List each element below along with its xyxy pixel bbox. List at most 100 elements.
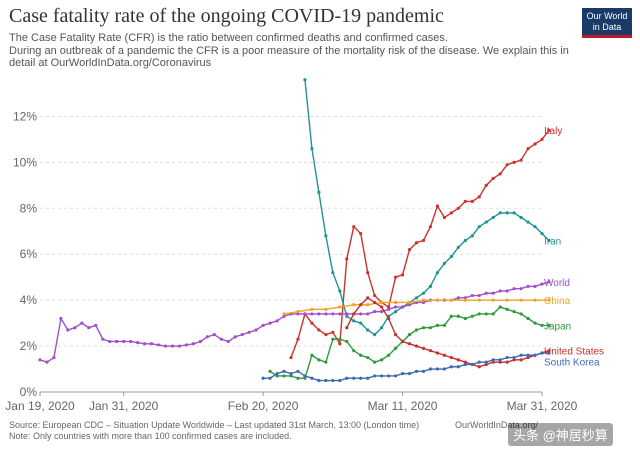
data-point [387, 305, 391, 309]
data-point [240, 332, 244, 337]
data-point [338, 337, 342, 341]
chart-title: Case fatality rate of the ongoing COVID-… [9, 5, 444, 27]
data-point [519, 158, 523, 162]
data-point [324, 332, 328, 337]
data-point [282, 369, 286, 373]
owid-logo[interactable]: Our World in Data [582, 8, 632, 38]
data-point [414, 369, 419, 373]
data-point [498, 289, 502, 293]
data-point [345, 312, 349, 316]
data-point [484, 183, 488, 187]
data-point [526, 220, 530, 224]
data-point [421, 326, 426, 330]
y-tick-label: 4% [20, 293, 38, 307]
data-point [387, 374, 391, 378]
data-point [449, 298, 453, 302]
data-point [477, 298, 481, 302]
data-point [498, 172, 502, 176]
data-point [512, 211, 516, 215]
data-point [129, 339, 133, 344]
data-point [380, 310, 384, 314]
data-point [407, 342, 412, 346]
data-point [275, 319, 279, 323]
data-point [380, 300, 384, 305]
data-point [359, 353, 363, 357]
data-point [414, 241, 419, 245]
data-point [547, 349, 551, 353]
data-point [435, 351, 440, 355]
data-point [463, 360, 467, 364]
data-point [512, 310, 516, 314]
data-point [428, 349, 433, 353]
data-point [387, 307, 391, 311]
data-point [442, 323, 446, 328]
data-point [526, 146, 530, 151]
data-point [66, 328, 70, 332]
data-point [282, 312, 286, 316]
data-point [484, 362, 488, 367]
data-point [317, 358, 321, 362]
data-point [296, 310, 300, 314]
data-point [380, 374, 384, 378]
source-site-link[interactable]: OurWorldInData.org/ [455, 420, 538, 430]
data-point [136, 341, 140, 345]
data-point [498, 211, 502, 215]
data-point [400, 305, 405, 309]
y-tick-label: 0% [20, 385, 38, 399]
data-point [519, 215, 523, 220]
data-point [380, 326, 384, 330]
data-point [282, 314, 286, 318]
data-point [296, 376, 300, 380]
data-point [296, 312, 300, 316]
data-point [505, 289, 509, 293]
data-point [366, 328, 370, 332]
data-point [456, 245, 460, 249]
data-point [310, 353, 314, 357]
data-point [463, 298, 467, 302]
data-point [428, 367, 433, 371]
data-point [101, 337, 105, 341]
data-point [421, 369, 426, 373]
data-point [526, 316, 530, 321]
data-point [296, 337, 300, 341]
data-point [540, 137, 544, 142]
data-point [393, 310, 398, 314]
y-tick-label: 8% [20, 201, 38, 215]
data-point [317, 190, 321, 194]
data-point [331, 330, 335, 334]
data-point [463, 238, 467, 243]
data-point [303, 78, 307, 82]
data-point [407, 303, 412, 307]
y-tick-label: 10% [13, 155, 37, 169]
data-point [421, 238, 426, 243]
data-point [296, 369, 300, 373]
data-point [212, 332, 216, 337]
data-point [184, 343, 189, 347]
data-point [512, 287, 516, 291]
data-point [498, 358, 502, 362]
data-point [156, 343, 161, 347]
chart-footer: Source: European CDC – Situation Update … [9, 420, 538, 442]
data-point [163, 344, 168, 348]
series-line [304, 79, 550, 336]
data-point [463, 199, 467, 204]
data-point [345, 257, 349, 261]
data-point [477, 312, 481, 316]
data-point [373, 300, 377, 305]
subtitle-line: During an outbreak of a pandemic the CFR… [9, 44, 569, 57]
line-chart: 0% 2% 4% 6% 8% 10% 12% Jan 19, 2020 Jan 31, 2020… [5, 78, 604, 413]
data-point [463, 316, 467, 321]
data-point [373, 332, 377, 337]
data-point [366, 303, 370, 307]
data-point [449, 314, 453, 318]
data-point [261, 323, 265, 328]
data-point [387, 316, 391, 321]
data-point [477, 225, 481, 229]
data-point [491, 358, 495, 362]
data-point [400, 339, 405, 344]
data-point [317, 378, 321, 383]
data-point [400, 372, 405, 376]
data-point [177, 344, 182, 348]
data-point [393, 300, 398, 305]
data-point [366, 312, 370, 316]
